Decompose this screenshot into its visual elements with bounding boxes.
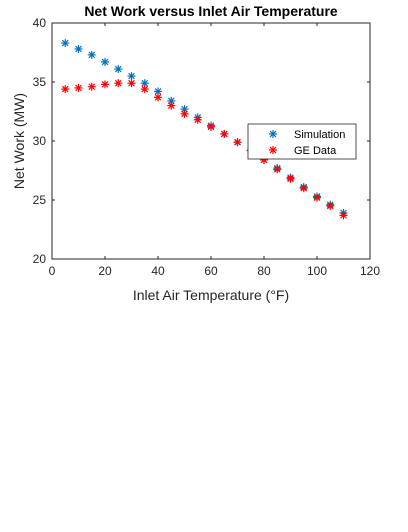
data-point [61,85,70,94]
data-point [299,184,308,193]
legend-marker [269,146,277,154]
y-tick-label: 30 [33,134,47,148]
data-point [74,44,83,53]
data-point [140,79,149,88]
data-point [167,101,176,110]
data-point [114,79,123,88]
series-layer [61,39,348,220]
data-point [313,193,321,202]
x-tick-label: 60 [204,264,218,278]
data-point [114,65,123,74]
series-1 [61,79,348,220]
data-point [286,174,295,183]
data-point [193,115,202,124]
data-point [101,80,109,89]
legend: Simulation GE Data [247,123,357,160]
y-tick-label: 20 [33,252,47,266]
data-point [101,57,109,66]
x-tick-label: 120 [360,264,380,278]
data-point [61,39,70,48]
data-point [140,85,149,94]
chart-title: Net Work versus Inlet Air Temperature [84,3,338,19]
y-tick-label: 35 [33,75,47,89]
x-axis-label: Inlet Air Temperature (°F) [133,287,289,303]
data-point [233,138,242,147]
data-point [74,83,83,92]
x-tick-label: 0 [49,264,56,278]
data-point [339,211,348,220]
x-tick-label: 40 [151,264,165,278]
legend-label: GE Data [294,145,337,157]
x-tick-label: 20 [98,264,112,278]
y-tick-label: 40 [33,16,47,30]
legend-label: Simulation [294,129,345,141]
data-point [180,109,189,118]
data-point [127,72,136,81]
data-point [154,87,162,96]
y-tick-label: 25 [33,193,47,207]
y-axis-label: Net Work (MW) [11,93,27,189]
data-point [87,50,96,59]
data-point [207,122,215,131]
x-tick-label: 80 [257,264,271,278]
data-point [273,165,282,174]
data-point [220,129,229,138]
data-point [180,105,189,114]
legend-marker [269,130,277,138]
data-point [326,201,335,210]
data-point [127,79,136,88]
data-point [154,93,162,102]
legend-box [247,123,357,160]
x-tick-label: 100 [307,264,327,278]
data-point [87,82,96,91]
